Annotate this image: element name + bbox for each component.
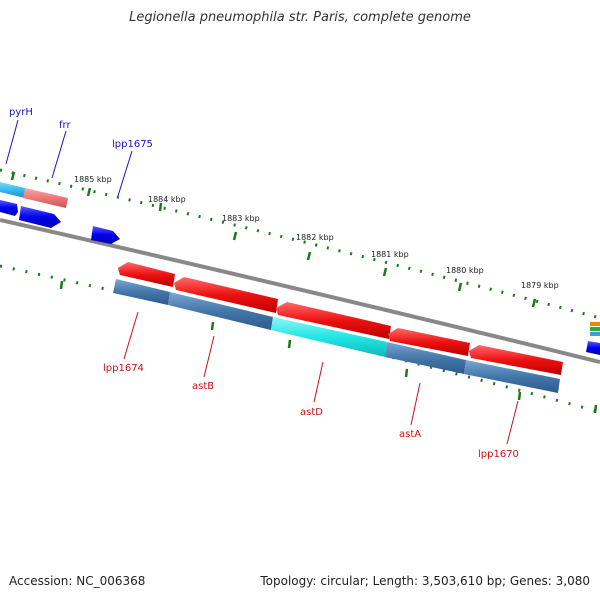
gene-label: astD — [300, 407, 323, 418]
gene-label: frr — [59, 120, 71, 131]
accession-text: Accession: NC_006368 — [9, 574, 146, 588]
gene-label: lpp1670 — [478, 449, 519, 460]
reverse-cog-track — [113, 279, 560, 393]
tick-label: 1880 kbp — [446, 266, 484, 275]
gene-label: pyrH — [9, 107, 33, 118]
major-ticks — [10, 171, 598, 414]
gene-label: lpp1675 — [112, 139, 153, 150]
gene-label: astA — [399, 429, 421, 440]
map-title: Legionella pneumophila str. Paris, compl… — [129, 10, 471, 25]
tick-label: 1882 kbp — [296, 233, 334, 242]
tick-label: 1884 kbp — [148, 195, 186, 204]
reverse-cds-track — [118, 262, 563, 375]
label-leaders-reverse — [123, 311, 519, 445]
gene-label: lpp1674 — [103, 363, 144, 374]
right-edge-features — [586, 322, 600, 355]
genome-backbone — [0, 218, 600, 364]
tick-label: 1879 kbp — [521, 281, 559, 290]
tick-label: 1885 kbp — [74, 175, 112, 184]
forward-cog-track — [0, 182, 68, 208]
tick-label: 1883 kbp — [222, 214, 260, 223]
tick-label: 1881 kbp — [371, 250, 409, 259]
genome-summary-text: Topology: circular; Length: 3,503,610 bp… — [260, 574, 590, 588]
label-leaders-forward — [5, 119, 133, 197]
gene-label: astB — [192, 381, 214, 392]
forward-cds-track — [0, 200, 120, 244]
